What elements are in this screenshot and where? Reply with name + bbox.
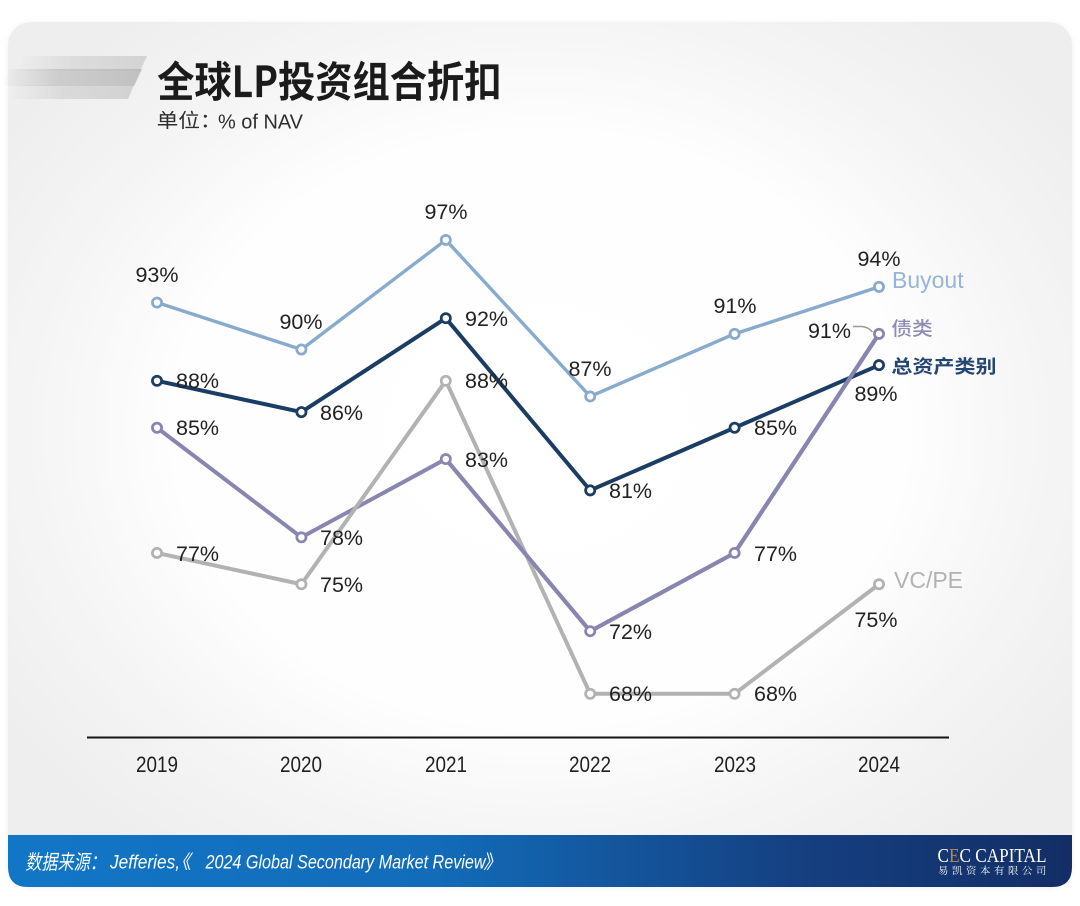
- svg-text:2024: 2024: [858, 752, 900, 777]
- svg-text:91%: 91%: [808, 319, 851, 343]
- svg-text:90%: 90%: [279, 310, 322, 334]
- svg-text:85%: 85%: [176, 416, 219, 440]
- svg-text:75%: 75%: [854, 608, 897, 632]
- svg-text:86%: 86%: [320, 401, 363, 425]
- svg-text:77%: 77%: [754, 542, 797, 566]
- svg-text:CEC CAPITAL: CEC CAPITAL: [938, 845, 1047, 867]
- svg-text:93%: 93%: [135, 263, 178, 287]
- svg-text:85%: 85%: [754, 416, 797, 440]
- svg-text:2022: 2022: [569, 752, 611, 777]
- svg-text:72%: 72%: [609, 620, 652, 644]
- svg-text:81%: 81%: [609, 479, 652, 503]
- svg-text:94%: 94%: [857, 247, 900, 271]
- svg-text:Buyout: Buyout: [892, 267, 964, 293]
- svg-text:88%: 88%: [465, 369, 508, 393]
- svg-text:Jefferies,: Jefferies,: [109, 852, 180, 874]
- svg-text:2019: 2019: [136, 752, 178, 777]
- svg-text:83%: 83%: [465, 448, 508, 472]
- svg-text:68%: 68%: [754, 682, 797, 706]
- svg-text:87%: 87%: [568, 357, 611, 381]
- svg-text:92%: 92%: [465, 307, 508, 331]
- svg-text:VC/PE: VC/PE: [894, 567, 963, 593]
- svg-text:2021: 2021: [425, 752, 467, 777]
- svg-text:68%: 68%: [609, 682, 652, 706]
- svg-text:89%: 89%: [854, 382, 897, 406]
- svg-text:75%: 75%: [320, 573, 363, 597]
- svg-text:2024 Global Secondary Market R: 2024 Global Secondary Market Review: [205, 852, 487, 874]
- svg-text:97%: 97%: [424, 200, 467, 224]
- svg-text:77%: 77%: [176, 542, 219, 566]
- svg-text:78%: 78%: [320, 526, 363, 550]
- svg-text:% of NAV: % of NAV: [218, 111, 303, 134]
- svg-text:2023: 2023: [714, 752, 756, 777]
- svg-text:88%: 88%: [176, 369, 219, 393]
- svg-text:2020: 2020: [280, 752, 322, 777]
- svg-text:91%: 91%: [713, 294, 756, 318]
